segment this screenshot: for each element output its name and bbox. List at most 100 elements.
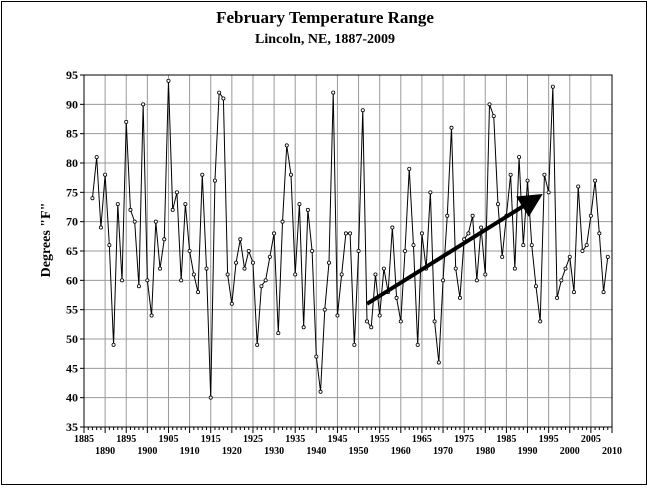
data-point [145, 278, 150, 283]
data-point [326, 260, 331, 265]
data-point [356, 248, 361, 253]
data-point [457, 295, 462, 300]
data-point [403, 248, 408, 253]
gridlines [84, 74, 612, 427]
data-point [318, 389, 323, 394]
data-point [533, 284, 538, 289]
data-point [601, 290, 606, 295]
y-tick-label: 85 [66, 127, 78, 141]
y-tick-label: 75 [66, 185, 78, 199]
data-point [398, 319, 403, 324]
data-point [567, 254, 572, 259]
data-point [212, 178, 217, 183]
data-point [407, 166, 412, 171]
data-point [174, 190, 179, 195]
data-point [432, 319, 437, 324]
x-tick-label: 1915 [201, 434, 221, 445]
data-point [576, 184, 581, 189]
x-tick-label: 1950 [349, 446, 369, 457]
x-tick-label: 1985 [496, 434, 516, 445]
data-point [580, 248, 585, 253]
x-tick-label: 1905 [158, 434, 178, 445]
data-point [449, 125, 454, 130]
data-point [550, 84, 555, 89]
data-point [339, 272, 344, 277]
data-point [479, 225, 484, 230]
data-point [343, 231, 348, 236]
data-point [276, 331, 281, 336]
data-point [149, 313, 154, 318]
data-point [153, 219, 158, 224]
data-point [200, 172, 205, 177]
x-tick-label: 1920 [222, 446, 242, 457]
data-point [242, 266, 247, 271]
y-tick-label: 50 [66, 332, 78, 346]
x-tick-label: 2010 [602, 446, 622, 457]
x-tick-label: 1990 [518, 446, 538, 457]
chart-title: February Temperature Range [216, 8, 434, 27]
x-tick-label: 1935 [285, 434, 305, 445]
x-tick-label: 1900 [137, 446, 157, 457]
data-point [491, 114, 496, 119]
data-point [377, 313, 382, 318]
x-tick-label: 1995 [539, 434, 559, 445]
data-point [529, 243, 534, 248]
data-point [559, 278, 564, 283]
data-point [229, 301, 234, 306]
data-point [263, 278, 268, 283]
data-point [335, 313, 340, 318]
x-tick-label: 1930 [264, 446, 284, 457]
y-tick-labels: 35 40 45 50 55 60 65 70 75 80 85 90 95 [66, 68, 78, 434]
data-point [441, 278, 446, 283]
y-axis-label: Degrees "F" [39, 203, 54, 278]
x-tick-label: 1895 [116, 434, 136, 445]
data-point [331, 90, 336, 95]
data-point [584, 243, 589, 248]
data-point [453, 266, 458, 271]
data-point [225, 272, 230, 277]
x-tick-label: 1890 [95, 446, 115, 457]
data-point [111, 342, 116, 347]
data-point [360, 108, 365, 113]
axes [80, 74, 613, 433]
data-point [120, 278, 125, 283]
data-point [259, 284, 264, 289]
data-point [128, 207, 133, 212]
x-tick-label: 1965 [412, 434, 432, 445]
x-tick-label: 2005 [581, 434, 601, 445]
x-tick-label: 1925 [243, 434, 263, 445]
data-point [597, 231, 602, 236]
data-point [542, 172, 547, 177]
data-point [495, 202, 500, 207]
data-point [255, 342, 260, 347]
y-tick-label: 80 [66, 156, 78, 170]
data-point [284, 143, 289, 148]
data-point [310, 248, 315, 253]
data-point [162, 237, 167, 242]
data-point [419, 231, 424, 236]
y-tick-label: 90 [66, 97, 78, 111]
data-point [593, 178, 598, 183]
y-tick-label: 95 [66, 68, 78, 82]
trend-arrow [365, 193, 543, 306]
data-point [267, 254, 272, 259]
x-tick-label: 1980 [475, 446, 495, 457]
data-point [605, 254, 610, 259]
data-point [538, 319, 543, 324]
data-point [136, 284, 141, 289]
plot-area-border [83, 74, 613, 428]
data-point [183, 202, 188, 207]
data-point [348, 231, 353, 236]
data-point [563, 266, 568, 271]
y-tick-label: 45 [66, 361, 78, 375]
annotations [365, 193, 543, 306]
x-tick-labels: 1885 1895 1905 1915 1925 1935 1945 1955 1965 1975… [74, 434, 622, 457]
data-point [250, 260, 255, 265]
x-tick-label: 1970 [433, 446, 453, 457]
data-point [487, 102, 492, 107]
data-point [124, 119, 129, 124]
data-point [280, 219, 285, 224]
y-tick-label: 70 [66, 215, 78, 229]
data-point [369, 325, 374, 330]
